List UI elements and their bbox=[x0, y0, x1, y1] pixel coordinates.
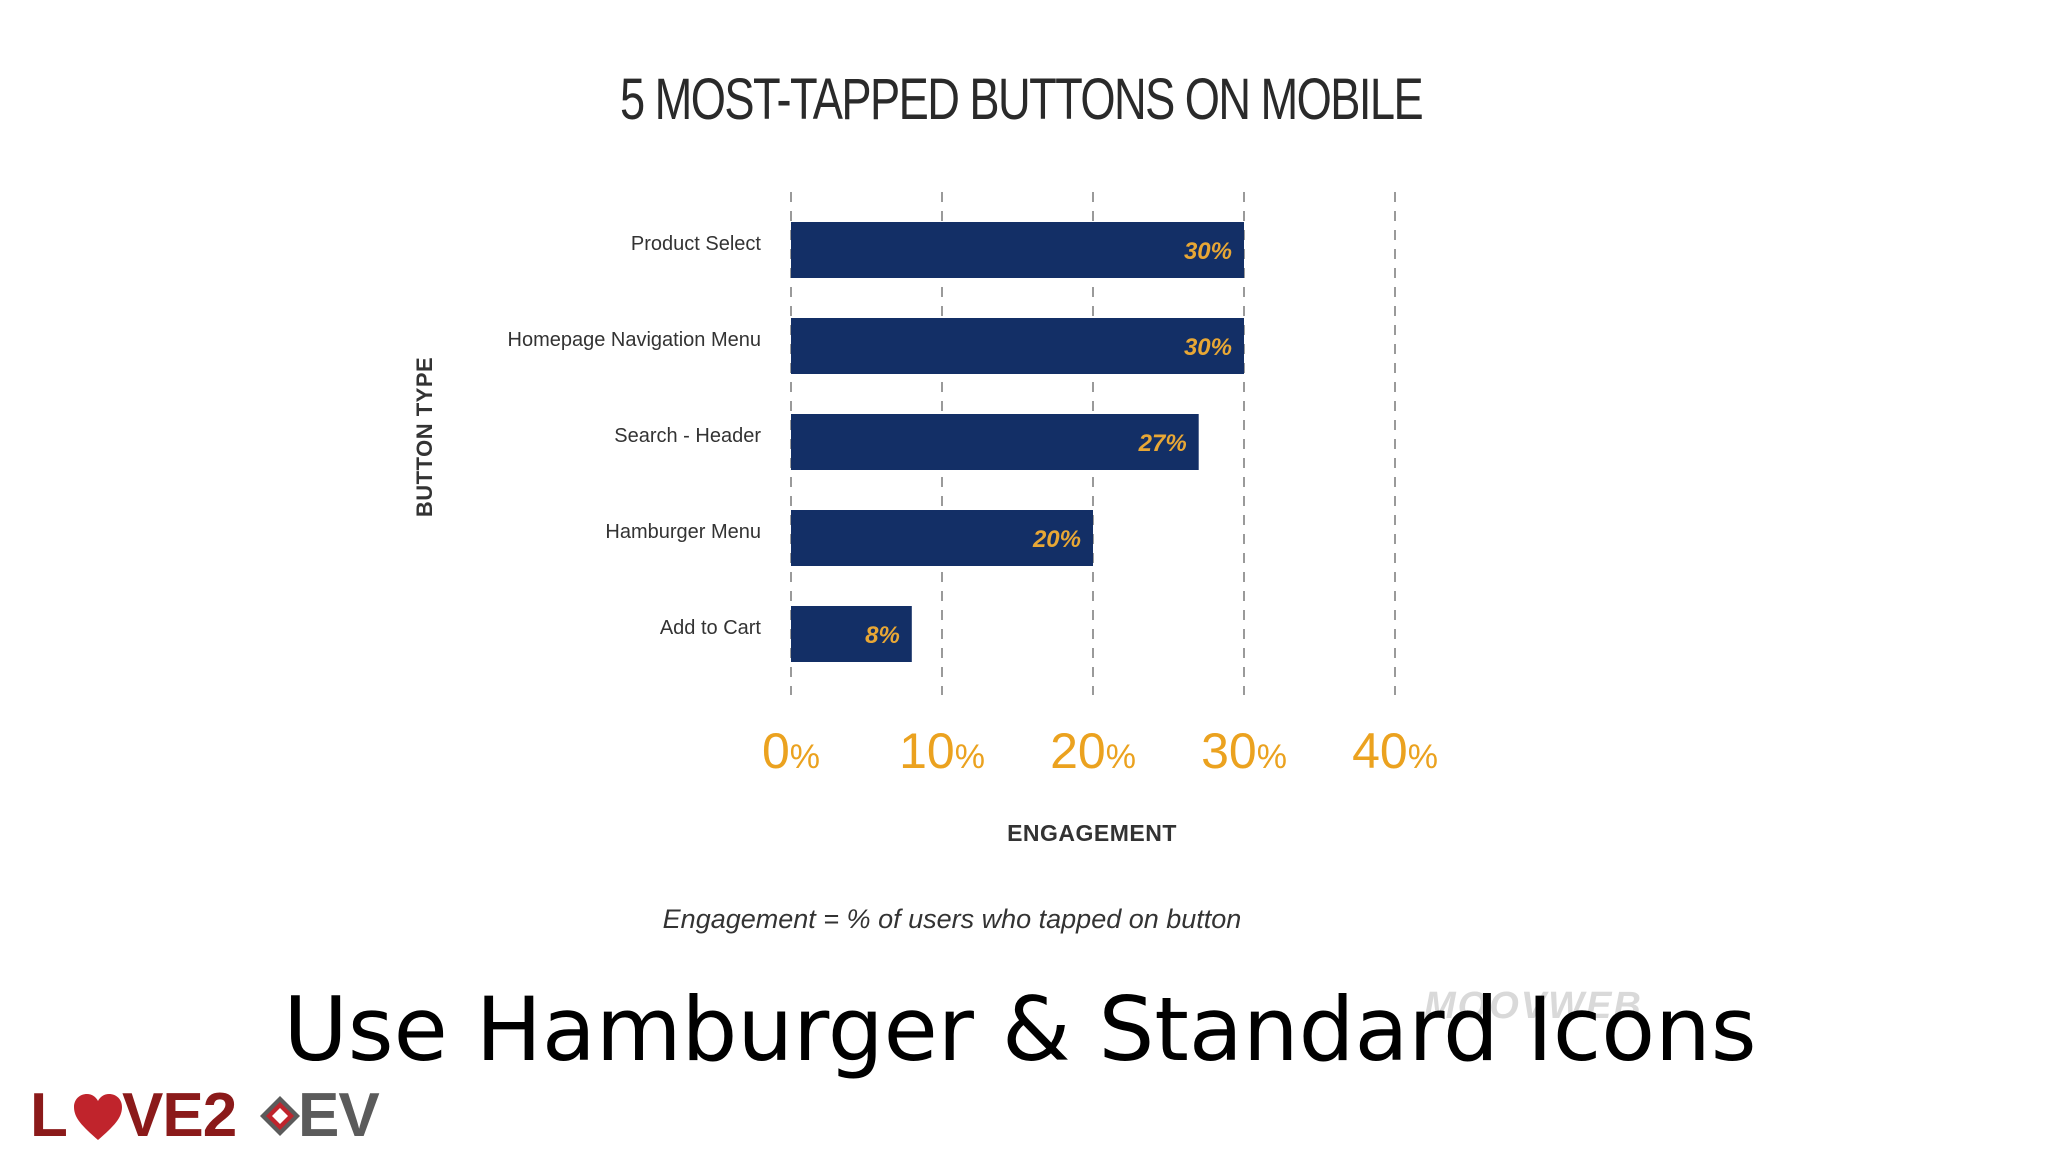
x-tick-number: 0 bbox=[762, 723, 790, 779]
category-label: Hamburger Menu bbox=[605, 521, 761, 543]
brand-logo: L VE2 EV bbox=[30, 1081, 420, 1150]
x-tick-unit: % bbox=[790, 738, 820, 776]
x-tick-label: 10% bbox=[899, 723, 985, 779]
bar bbox=[791, 606, 912, 662]
x-tick-number: 20 bbox=[1050, 723, 1106, 779]
x-tick-unit: % bbox=[955, 738, 985, 776]
bars: 30% 30% 27% 20% 8% bbox=[791, 222, 1244, 662]
data-label: 30% bbox=[1184, 334, 1232, 361]
bar bbox=[791, 510, 1093, 566]
category-label: Homepage Navigation Menu bbox=[508, 329, 762, 351]
watermark: MOOVWEB bbox=[1424, 985, 1643, 1027]
x-tick-number: 40 bbox=[1352, 723, 1408, 779]
x-axis-label: ENGAGEMENT bbox=[1007, 820, 1177, 846]
category-label: Add to Cart bbox=[660, 617, 762, 639]
x-tick-label: 20% bbox=[1050, 723, 1136, 779]
category-labels: Product Select Homepage Navigation Menu Se… bbox=[508, 233, 762, 639]
diamond-icon bbox=[260, 1096, 300, 1136]
x-tick-labels: 0% 10% 20% 30% 40% bbox=[762, 723, 1438, 779]
bar bbox=[791, 222, 1244, 278]
category-label: Search - Header bbox=[614, 425, 761, 447]
x-tick-label: 0% bbox=[762, 723, 820, 779]
y-axis-label: BUTTON TYPE bbox=[412, 356, 437, 518]
data-label: 20% bbox=[1032, 526, 1081, 553]
x-tick-number: 10 bbox=[899, 723, 955, 779]
x-tick-unit: % bbox=[1257, 738, 1287, 776]
data-label: 30% bbox=[1184, 238, 1232, 265]
chart-footnote: Engagement = % of users who tapped on bu… bbox=[662, 904, 1242, 934]
brand-logo-ev: EV bbox=[298, 1081, 380, 1150]
x-tick-label: 30% bbox=[1201, 723, 1287, 779]
data-label: 27% bbox=[1138, 430, 1187, 457]
x-tick-label: 40% bbox=[1352, 723, 1438, 779]
category-label: Product Select bbox=[631, 233, 762, 255]
bar bbox=[791, 318, 1244, 374]
x-tick-unit: % bbox=[1408, 738, 1438, 776]
x-tick-unit: % bbox=[1106, 738, 1136, 776]
bar bbox=[791, 414, 1199, 470]
brand-logo-l: L bbox=[30, 1081, 68, 1150]
data-label: 8% bbox=[865, 622, 900, 649]
brand-logo-ve2: VE2 bbox=[122, 1081, 237, 1150]
x-tick-number: 30 bbox=[1201, 723, 1257, 779]
slide-heading: Use Hamburger & Standard Icons bbox=[283, 978, 1757, 1081]
heart-icon bbox=[74, 1094, 122, 1140]
